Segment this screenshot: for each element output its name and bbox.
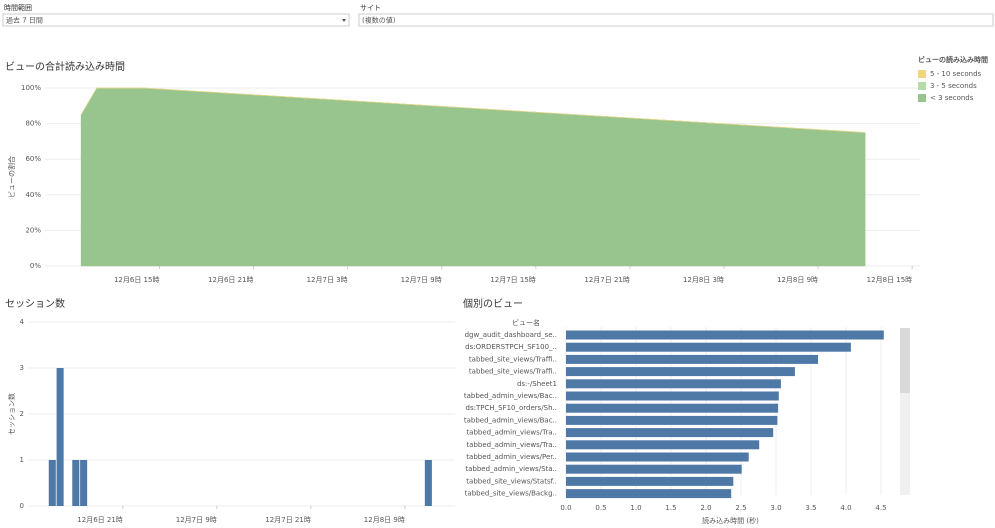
x-tick-label: 12月8日 9時 <box>364 516 405 524</box>
filter-value: 過去 7 日間 <box>6 16 43 25</box>
bar <box>566 354 818 364</box>
x-tick-label: 12月6日 15時 <box>114 276 160 284</box>
x-tick-label: 0.5 <box>595 504 606 512</box>
bar <box>566 391 779 401</box>
filter-label: サイト <box>360 4 381 12</box>
bar <box>566 403 779 413</box>
bar <box>566 452 749 462</box>
bar <box>424 460 432 506</box>
bar <box>566 367 795 377</box>
bar <box>566 489 732 499</box>
x-tick-label: 12月6日 21時 <box>208 276 254 284</box>
legend-label: 5 - 10 seconds <box>930 70 982 78</box>
filter-label: 時間範囲 <box>4 3 32 12</box>
y-tick-label: 0% <box>30 262 41 270</box>
dropdown-arrow <box>342 19 346 22</box>
x-tick-label: 12月7日 15時 <box>490 276 536 284</box>
legend-label: 3 - 5 seconds <box>930 82 977 90</box>
x-tick-label: 12月8日 15時 <box>867 276 913 284</box>
x-tick-label: 4.0 <box>840 504 851 512</box>
x-axis-label: 読み込み時間 (秒) <box>702 516 759 525</box>
x-tick-label: 2.5 <box>735 504 746 512</box>
legend-title: ビューの読み込み時間 <box>918 55 988 64</box>
x-tick-label: 12月7日 21時 <box>265 516 311 524</box>
y-tick-label: 40% <box>25 191 41 199</box>
filter-dropdown[interactable] <box>2 13 350 27</box>
x-tick-label: 4.5 <box>875 504 886 512</box>
category-label: tabbed_site_views/Traffi.. <box>469 368 557 376</box>
x-tick-label: 12月7日 21時 <box>584 276 630 284</box>
y-axis-label: ビューの割合 <box>7 156 16 198</box>
bar <box>566 464 742 474</box>
legend-label: < 3 seconds <box>930 94 974 102</box>
y-tick-label: 100% <box>21 84 41 92</box>
bar <box>48 460 56 506</box>
y-tick-label: 80% <box>25 120 41 128</box>
y-tick-label: 4 <box>20 318 25 326</box>
y-tick-label: 1 <box>20 456 24 464</box>
scrollbar[interactable] <box>900 328 910 495</box>
legend-swatch <box>918 94 926 102</box>
category-label: tabbed_admin_views/Tra.. <box>466 429 557 437</box>
x-tick-label: 3.0 <box>770 504 781 512</box>
x-tick-label: 12月7日 9時 <box>176 516 217 524</box>
bar <box>566 379 781 389</box>
category-label: tabbed_admin_views/Sta.. <box>465 465 557 473</box>
bar <box>80 460 88 506</box>
category-label: ds:TPCH_SF10_orders/Sh.. <box>466 404 557 412</box>
x-tick-label: 1.0 <box>630 504 641 512</box>
x-tick-label: 1.5 <box>665 504 676 512</box>
x-tick-label: 12月7日 3時 <box>307 276 348 284</box>
category-label: tabbed_admin_views/Bac.. <box>464 392 557 400</box>
bar <box>72 460 80 506</box>
bar <box>566 330 884 340</box>
category-label: tabbed_site_views/Backg.. <box>465 490 557 498</box>
bar <box>566 428 774 438</box>
filter-input[interactable] <box>358 13 994 27</box>
legend-swatch <box>918 82 926 90</box>
scrollbar-thumb[interactable] <box>900 328 910 393</box>
legend-swatch <box>918 70 926 78</box>
bar <box>56 368 64 506</box>
bar <box>566 476 734 486</box>
category-label: ds:-/Sheet1 <box>517 380 557 388</box>
y-tick-label: 20% <box>25 226 41 234</box>
x-tick-label: 3.5 <box>805 504 816 512</box>
y-tick-label: 60% <box>25 155 41 163</box>
x-tick-label: 2.0 <box>700 504 711 512</box>
y-tick-label: 3 <box>20 364 24 372</box>
category-label: tabbed_admin_views/Per.. <box>466 453 557 461</box>
x-tick-label: 12月8日 3時 <box>683 276 724 284</box>
category-label: tabbed_site_views/Traffi.. <box>469 355 557 363</box>
category-header: ビュー名 <box>512 318 540 327</box>
category-label: tabbed_site_views/Statsf.. <box>466 477 557 485</box>
y-tick-label: 2 <box>20 410 24 418</box>
category-label: tabbed_admin_views/Bac.. <box>464 416 557 424</box>
x-tick-label: 0.0 <box>560 504 571 512</box>
y-axis-label: セッション数 <box>7 393 16 435</box>
filter-value: (複数の値) <box>362 16 396 25</box>
bar <box>566 415 778 425</box>
chart-title: 個別のビュー <box>463 297 523 310</box>
category-label: tabbed_admin_views/Tra.. <box>466 441 557 449</box>
x-tick-label: 12月7日 9時 <box>401 276 442 284</box>
x-tick-label: 12月8日 9時 <box>777 276 818 284</box>
chart-title: セッション数 <box>5 297 65 310</box>
area <box>80 87 866 267</box>
bar <box>566 440 760 450</box>
y-tick-label: 0 <box>20 502 24 510</box>
category-label: dgw_audit_dashboard_se.. <box>465 331 557 339</box>
chart-title: ビューの合計読み込み時間 <box>5 60 125 73</box>
x-tick-label: 12月6日 21時 <box>77 516 123 524</box>
category-label: ds:ORDERSTPCH_SF100_.. <box>465 343 557 351</box>
bar <box>566 342 851 352</box>
